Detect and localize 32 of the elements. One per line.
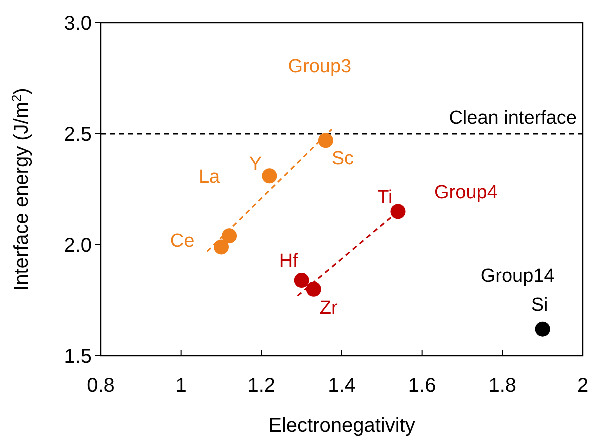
annotation: Ti [378,187,393,208]
y-tick-label: 3.0 [64,13,92,35]
point [535,322,550,337]
text: Group3 [288,56,352,78]
point [294,273,310,288]
point [214,240,229,255]
annotation: Hf [279,251,300,272]
ref-line-label: Clean interface [449,108,577,129]
x-tick-label: 1 [176,375,187,397]
annotation: Si [531,295,548,316]
annotation: Zr [320,298,339,320]
x-tick-label: 2 [577,375,589,397]
point [222,228,238,244]
x-axis-title: Electronegativity [268,415,416,437]
point [318,133,334,148]
x-tick-label: 1.8 [488,375,517,397]
y-tick-label: 2.5 [64,124,92,146]
series-label: Group4 [434,182,498,204]
annotation: La [198,166,221,188]
point [390,204,406,220]
annotation: Y [249,154,262,175]
x-tick-label: 0.8 [87,375,115,397]
y-tick-label: 2.0 [64,235,92,257]
series-label: Group14 [480,266,556,288]
x-tick-label: 1.4 [328,375,356,397]
y-tick-label: 1.5 [64,346,92,368]
x-tick-label: 1.6 [408,375,436,397]
point [262,168,278,184]
annotation: Ce [170,230,195,252]
annotation: Sc [332,148,354,170]
point [306,282,322,297]
x-tick-label: 1.2 [248,375,276,397]
